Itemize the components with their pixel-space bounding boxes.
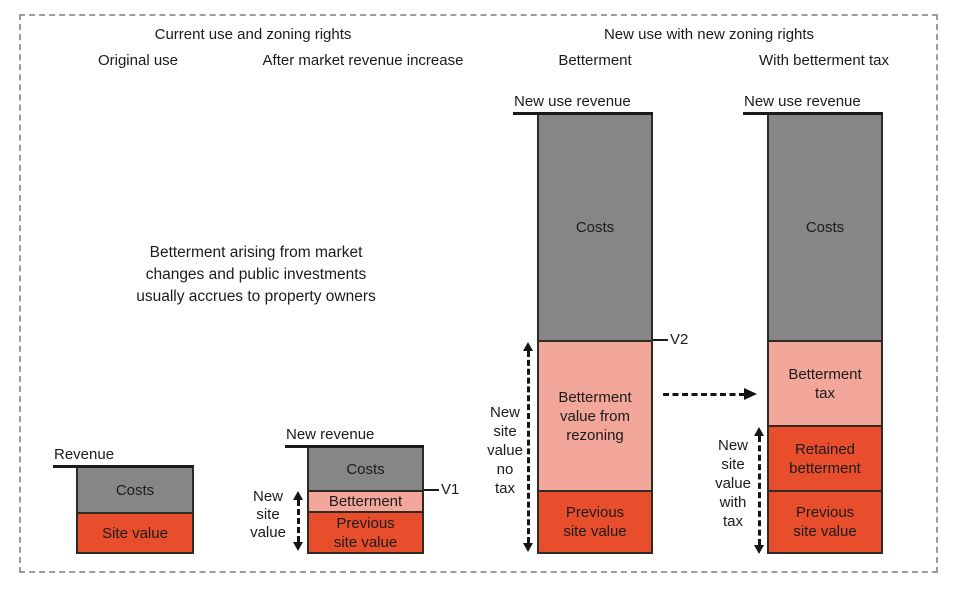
v2-marker-label: V2: [670, 331, 689, 348]
dashed-shaft: [296, 500, 300, 542]
segment-costs: Costs: [309, 448, 422, 490]
arrowhead-down-icon: [523, 543, 533, 552]
revenue-label-market: New revenue: [286, 426, 375, 443]
revenue-line-market: [285, 445, 424, 448]
column-header-with-betterment-tax: With betterment tax: [758, 52, 890, 69]
segment-betterment-value-from-rezoning: Betterment value from rezoning: [539, 340, 651, 490]
bar-after-market-increase: Costs Betterment Previous site value: [307, 448, 424, 554]
segment-site-value: Site value: [78, 512, 192, 552]
arrowhead-up-icon: [293, 491, 303, 500]
new-site-value-label-market: New site value: [250, 488, 286, 541]
new-site-value-range-arrow-with-tax: [753, 427, 765, 554]
revenue-label-tax: New use revenue: [744, 93, 861, 110]
segment-previous-site-value: Previous site value: [769, 490, 881, 552]
new-site-value-no-tax-label: New site value no tax: [487, 404, 523, 497]
arrowhead-down-icon: [293, 542, 303, 551]
dashed-shaft: [757, 436, 761, 545]
arrowhead-down-icon: [754, 545, 764, 554]
new-site-value-range-arrow-market: [292, 491, 304, 551]
segment-costs: Costs: [769, 115, 881, 340]
v2-marker-line: [653, 339, 668, 341]
segment-betterment: Betterment: [309, 490, 422, 511]
explanatory-note: Betterment arising from market changes a…: [136, 244, 376, 305]
group-header-current-use: Current use and zoning rights: [154, 26, 352, 43]
arrowhead-up-icon: [754, 427, 764, 436]
group-header-new-use: New use with new zoning rights: [603, 26, 815, 43]
bar-betterment: Costs Betterment value from rezoning Pre…: [537, 115, 653, 554]
column-header-after-market: After market revenue increase: [262, 52, 464, 69]
v1-marker-line: [424, 489, 439, 491]
segment-betterment-tax: Betterment tax: [769, 340, 881, 425]
bar-original-use: Costs Site value: [76, 468, 194, 554]
arrowhead-up-icon: [523, 342, 533, 351]
new-site-value-with-tax-label: New site value with tax: [715, 437, 751, 530]
revenue-line-original: [53, 465, 194, 468]
segment-previous-site-value: Previous site value: [539, 490, 651, 552]
v1-marker-label: V1: [441, 481, 460, 498]
revenue-line-betterment: [513, 112, 653, 115]
dashed-shaft: [526, 351, 530, 543]
new-site-value-range-arrow-no-tax: [522, 342, 534, 552]
column-header-betterment: Betterment: [558, 52, 632, 69]
revenue-label-original: Revenue: [54, 446, 115, 463]
betterment-transfer-arrow: [663, 393, 745, 396]
revenue-label-betterment: New use revenue: [514, 93, 631, 110]
segment-retained-betterment: Retained betterment: [769, 425, 881, 490]
segment-costs: Costs: [78, 468, 192, 512]
diagram-frame: [19, 14, 938, 573]
column-header-original-use: Original use: [97, 52, 179, 69]
segment-previous-site-value: Previous site value: [309, 511, 422, 552]
betterment-transfer-arrowhead-icon: [744, 388, 757, 400]
revenue-line-tax: [743, 112, 883, 115]
segment-costs: Costs: [539, 115, 651, 340]
bar-with-betterment-tax: Costs Betterment tax Retained betterment…: [767, 115, 883, 554]
